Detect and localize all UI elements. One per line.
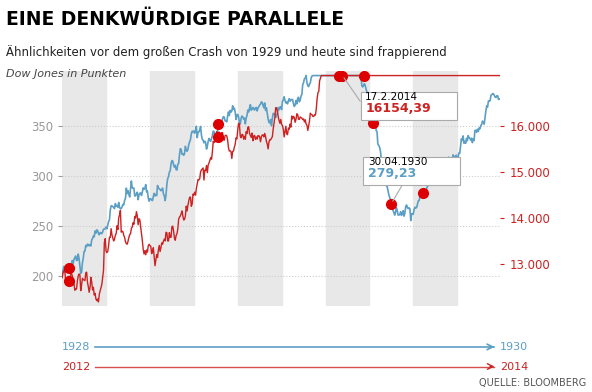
Text: 279,23: 279,23	[368, 167, 416, 180]
Bar	[238, 71, 282, 306]
Text: 17.2.2014: 17.2.2014	[365, 92, 418, 102]
Text: 30.04.1930: 30.04.1930	[368, 157, 427, 167]
FancyBboxPatch shape	[363, 157, 460, 185]
FancyBboxPatch shape	[361, 92, 457, 120]
Text: QUELLE: BLOOMBERG: QUELLE: BLOOMBERG	[479, 378, 586, 388]
Text: 1928: 1928	[62, 342, 91, 352]
Text: 16154,39: 16154,39	[365, 102, 431, 115]
Bar	[413, 71, 457, 306]
Text: EINE DENKWÜRDIGE PARALLELE: EINE DENKWÜRDIGE PARALLELE	[6, 10, 344, 29]
Text: 1930: 1930	[500, 342, 529, 352]
Bar	[62, 71, 106, 306]
Text: 2012: 2012	[62, 361, 91, 372]
Text: Ähnlichkeiten vor dem großen Crash von 1929 und heute sind frappierend: Ähnlichkeiten vor dem großen Crash von 1…	[6, 45, 447, 59]
Bar	[326, 71, 369, 306]
Text: Dow Jones in Punkten: Dow Jones in Punkten	[6, 69, 126, 79]
Bar	[150, 71, 194, 306]
Text: 2014: 2014	[500, 361, 529, 372]
